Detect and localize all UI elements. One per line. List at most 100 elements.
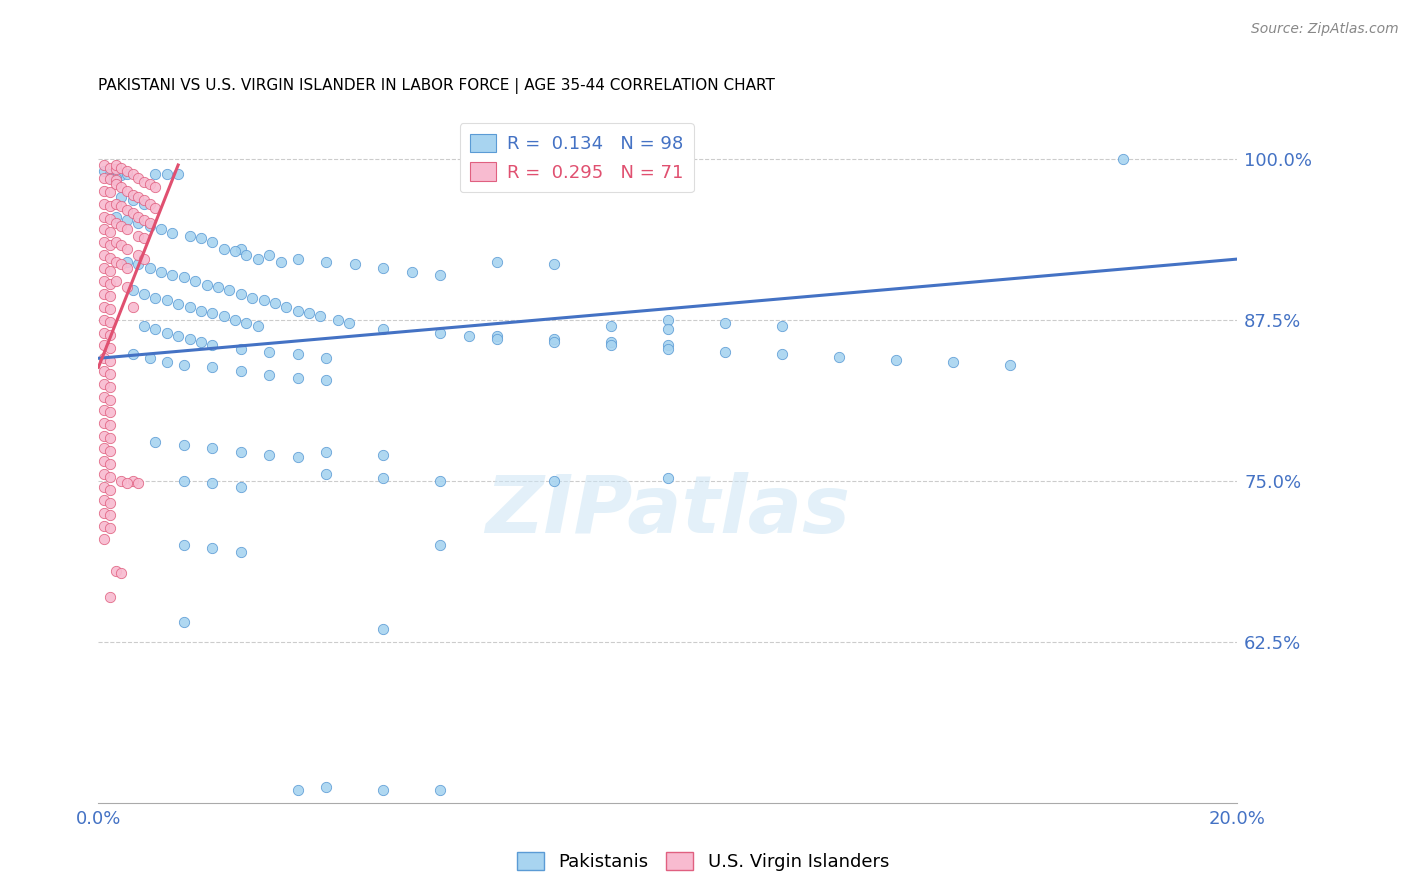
Point bbox=[315, 351, 337, 366]
Point bbox=[132, 319, 155, 334]
Point bbox=[270, 254, 292, 268]
Point bbox=[179, 300, 201, 314]
Point bbox=[104, 210, 127, 224]
Point bbox=[93, 300, 115, 314]
Point bbox=[326, 312, 349, 326]
Point bbox=[229, 445, 252, 459]
Point bbox=[115, 203, 138, 218]
Point bbox=[93, 518, 115, 533]
Point bbox=[115, 261, 138, 276]
Point bbox=[167, 297, 190, 311]
Point bbox=[132, 231, 155, 245]
Point bbox=[657, 471, 679, 485]
Point bbox=[127, 216, 149, 230]
Point bbox=[93, 428, 115, 442]
Point bbox=[104, 158, 127, 172]
Point bbox=[93, 274, 115, 288]
Point bbox=[657, 321, 679, 335]
Text: ZIPatlas: ZIPatlas bbox=[485, 472, 851, 549]
Point bbox=[184, 274, 207, 288]
Point bbox=[98, 431, 121, 445]
Point bbox=[93, 390, 115, 404]
Point bbox=[162, 268, 184, 282]
Point bbox=[145, 321, 167, 335]
Point bbox=[373, 261, 395, 276]
Point bbox=[600, 319, 623, 334]
Point bbox=[145, 180, 167, 194]
Point bbox=[121, 474, 143, 488]
Point bbox=[115, 242, 138, 256]
Point bbox=[190, 303, 212, 318]
Point bbox=[98, 508, 121, 523]
Point bbox=[127, 248, 149, 262]
Point bbox=[121, 283, 143, 297]
Point bbox=[486, 332, 509, 346]
Point bbox=[115, 254, 138, 268]
Point bbox=[201, 306, 224, 320]
Point bbox=[98, 418, 121, 433]
Point bbox=[287, 450, 309, 465]
Point bbox=[104, 564, 127, 578]
Point bbox=[121, 187, 143, 202]
Point bbox=[235, 248, 257, 262]
Point bbox=[93, 261, 115, 276]
Point bbox=[343, 257, 366, 271]
Point bbox=[93, 480, 115, 494]
Point bbox=[110, 566, 132, 581]
Point bbox=[104, 196, 127, 211]
Point bbox=[179, 228, 201, 243]
Point bbox=[93, 377, 115, 392]
Point bbox=[93, 210, 115, 224]
Point bbox=[429, 268, 451, 282]
Point bbox=[98, 483, 121, 497]
Point bbox=[115, 476, 138, 491]
Point bbox=[127, 476, 149, 491]
Point bbox=[110, 257, 132, 271]
Point bbox=[276, 300, 298, 314]
Point bbox=[110, 219, 132, 233]
Point bbox=[828, 350, 851, 364]
Point bbox=[93, 286, 115, 301]
Point bbox=[224, 312, 246, 326]
Point bbox=[235, 317, 257, 331]
Point bbox=[104, 161, 127, 176]
Point bbox=[173, 474, 195, 488]
Point bbox=[264, 296, 287, 310]
Point bbox=[93, 164, 115, 178]
Point bbox=[1112, 152, 1135, 166]
Point bbox=[309, 309, 332, 323]
Point bbox=[115, 213, 138, 227]
Point bbox=[93, 248, 115, 262]
Point bbox=[98, 185, 121, 199]
Point bbox=[173, 270, 195, 285]
Point bbox=[401, 265, 423, 279]
Point bbox=[115, 167, 138, 181]
Point bbox=[201, 442, 224, 456]
Point bbox=[127, 210, 149, 224]
Point bbox=[201, 476, 224, 491]
Point bbox=[98, 521, 121, 535]
Point bbox=[543, 257, 565, 271]
Point bbox=[212, 309, 235, 323]
Point bbox=[770, 319, 793, 334]
Point bbox=[98, 379, 121, 393]
Point bbox=[110, 161, 132, 175]
Point bbox=[252, 293, 274, 308]
Point bbox=[98, 277, 121, 291]
Point bbox=[457, 329, 479, 343]
Point bbox=[104, 173, 127, 187]
Point bbox=[207, 280, 229, 294]
Point bbox=[110, 190, 132, 204]
Point bbox=[942, 355, 965, 369]
Point bbox=[93, 235, 115, 250]
Point bbox=[246, 319, 269, 334]
Point bbox=[110, 180, 132, 194]
Point bbox=[240, 291, 263, 305]
Point bbox=[770, 347, 793, 361]
Point bbox=[132, 252, 155, 266]
Point bbox=[98, 590, 121, 604]
Point bbox=[132, 286, 155, 301]
Point bbox=[429, 326, 451, 340]
Point bbox=[201, 235, 224, 250]
Point bbox=[212, 242, 235, 256]
